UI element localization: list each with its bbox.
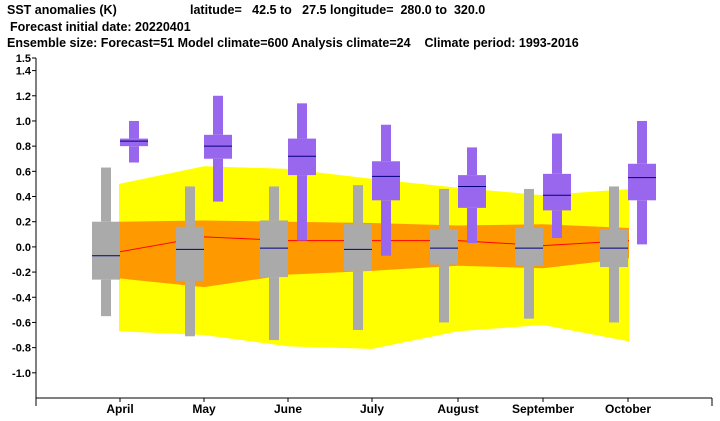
x-tick-label: September bbox=[512, 402, 574, 416]
forecast-box-3-upper-whisker bbox=[381, 124, 391, 162]
forecast-box-6-upper-whisker bbox=[637, 120, 647, 164]
forecast-box-2-lower-whisker bbox=[297, 175, 307, 241]
forecast-box-0-box bbox=[120, 138, 148, 147]
forecast-box-5-upper-whisker bbox=[552, 133, 562, 174]
forecast-box-1-upper-whisker bbox=[213, 95, 223, 135]
forecast-box-6-box bbox=[628, 163, 656, 201]
axes: 1.51.4 1.2 1.0 0.8 0.6 0.4 0.2 0.0 -0.2 -0.4 -0.6 -… bbox=[12, 53, 713, 416]
x-tick-label: June bbox=[274, 402, 302, 416]
y-tick-label: 1.2 bbox=[16, 91, 31, 103]
y-tick-label: 0.8 bbox=[16, 141, 31, 153]
climate-box-5-box bbox=[515, 228, 543, 266]
x-tick-label: October bbox=[605, 402, 651, 416]
forecast-box-4-box bbox=[458, 175, 486, 208]
climate-box-4-lower-whisker bbox=[439, 264, 449, 323]
y-tick-label: -0.2 bbox=[12, 267, 31, 279]
forecast-box-3-box bbox=[372, 161, 400, 201]
y-tick-label: 1.0 bbox=[16, 116, 31, 128]
forecast-box-6-lower-whisker bbox=[637, 200, 647, 245]
climate-box-4-upper-whisker bbox=[439, 188, 449, 230]
forecast-box-5-lower-whisker bbox=[552, 210, 562, 239]
climate-box-2-box bbox=[260, 220, 288, 278]
climate-box-2-upper-whisker bbox=[269, 186, 279, 221]
y-tick-label: -0.6 bbox=[12, 317, 31, 329]
climate-box-5-upper-whisker bbox=[524, 188, 534, 228]
y-tick-label: 0.0 bbox=[16, 242, 31, 254]
x-tick-label: July bbox=[360, 402, 384, 416]
climate-box-4-box bbox=[430, 229, 458, 265]
forecast-box-2-box bbox=[288, 138, 316, 176]
y-tick-label: -1.0 bbox=[12, 368, 31, 380]
y-tick-label: -0.4 bbox=[12, 292, 32, 304]
analysis-climate-bands bbox=[118, 166, 630, 349]
climate-box-0-lower-whisker bbox=[101, 279, 111, 317]
region-text: latitude= 42.5 to 27.5 longitude= 280.0 … bbox=[190, 3, 486, 17]
y-tick-label: -0.8 bbox=[12, 343, 31, 355]
initial-date-text: Forecast initial date: 20220401 bbox=[10, 20, 191, 34]
climate-box-3-upper-whisker bbox=[353, 185, 363, 225]
forecast-box-1-lower-whisker bbox=[213, 158, 223, 202]
climate-box-6-lower-whisker bbox=[609, 267, 619, 323]
x-tick-label: August bbox=[437, 402, 478, 416]
ensemble-text: Ensemble size: Forecast=51 Model climate… bbox=[7, 36, 579, 50]
forecast-box-1-box bbox=[204, 134, 232, 159]
forecast-box-4-upper-whisker bbox=[467, 147, 477, 176]
x-tick-label: May bbox=[192, 402, 216, 416]
y-tick-label: 1.5 bbox=[16, 53, 31, 65]
y-tick-label: 0.4 bbox=[16, 192, 32, 204]
forecast-box-3-lower-whisker bbox=[381, 200, 391, 256]
climate-box-6-upper-whisker bbox=[609, 186, 619, 230]
forecast-box-0-lower-whisker bbox=[129, 146, 139, 163]
climate-box-1-upper-whisker bbox=[185, 186, 195, 227]
y-tick-label: 0.6 bbox=[16, 166, 31, 178]
climate-box-1-lower-whisker bbox=[185, 280, 195, 337]
y-tick-label: 1.4 bbox=[16, 66, 32, 78]
climate-box-0-upper-whisker bbox=[101, 167, 111, 222]
climate-box-3-box bbox=[344, 224, 372, 271]
climate-box-5-lower-whisker bbox=[524, 265, 534, 319]
climate-box-0-box bbox=[92, 221, 120, 280]
forecast-box-2-upper-whisker bbox=[297, 103, 307, 139]
x-tick-label: April bbox=[106, 402, 133, 416]
box-plots bbox=[92, 95, 656, 341]
chart-title: SST anomalies (K) bbox=[7, 3, 117, 17]
forecast-box-0-upper-whisker bbox=[129, 120, 139, 139]
forecast-box-5-box bbox=[543, 173, 571, 211]
forecast-box-4-lower-whisker bbox=[467, 207, 477, 244]
climate-box-1-box bbox=[176, 226, 204, 281]
inner-climate-band bbox=[119, 220, 629, 288]
y-tick-label: 0.2 bbox=[16, 217, 31, 229]
climate-box-2-lower-whisker bbox=[269, 277, 279, 341]
climate-box-3-lower-whisker bbox=[353, 270, 363, 330]
